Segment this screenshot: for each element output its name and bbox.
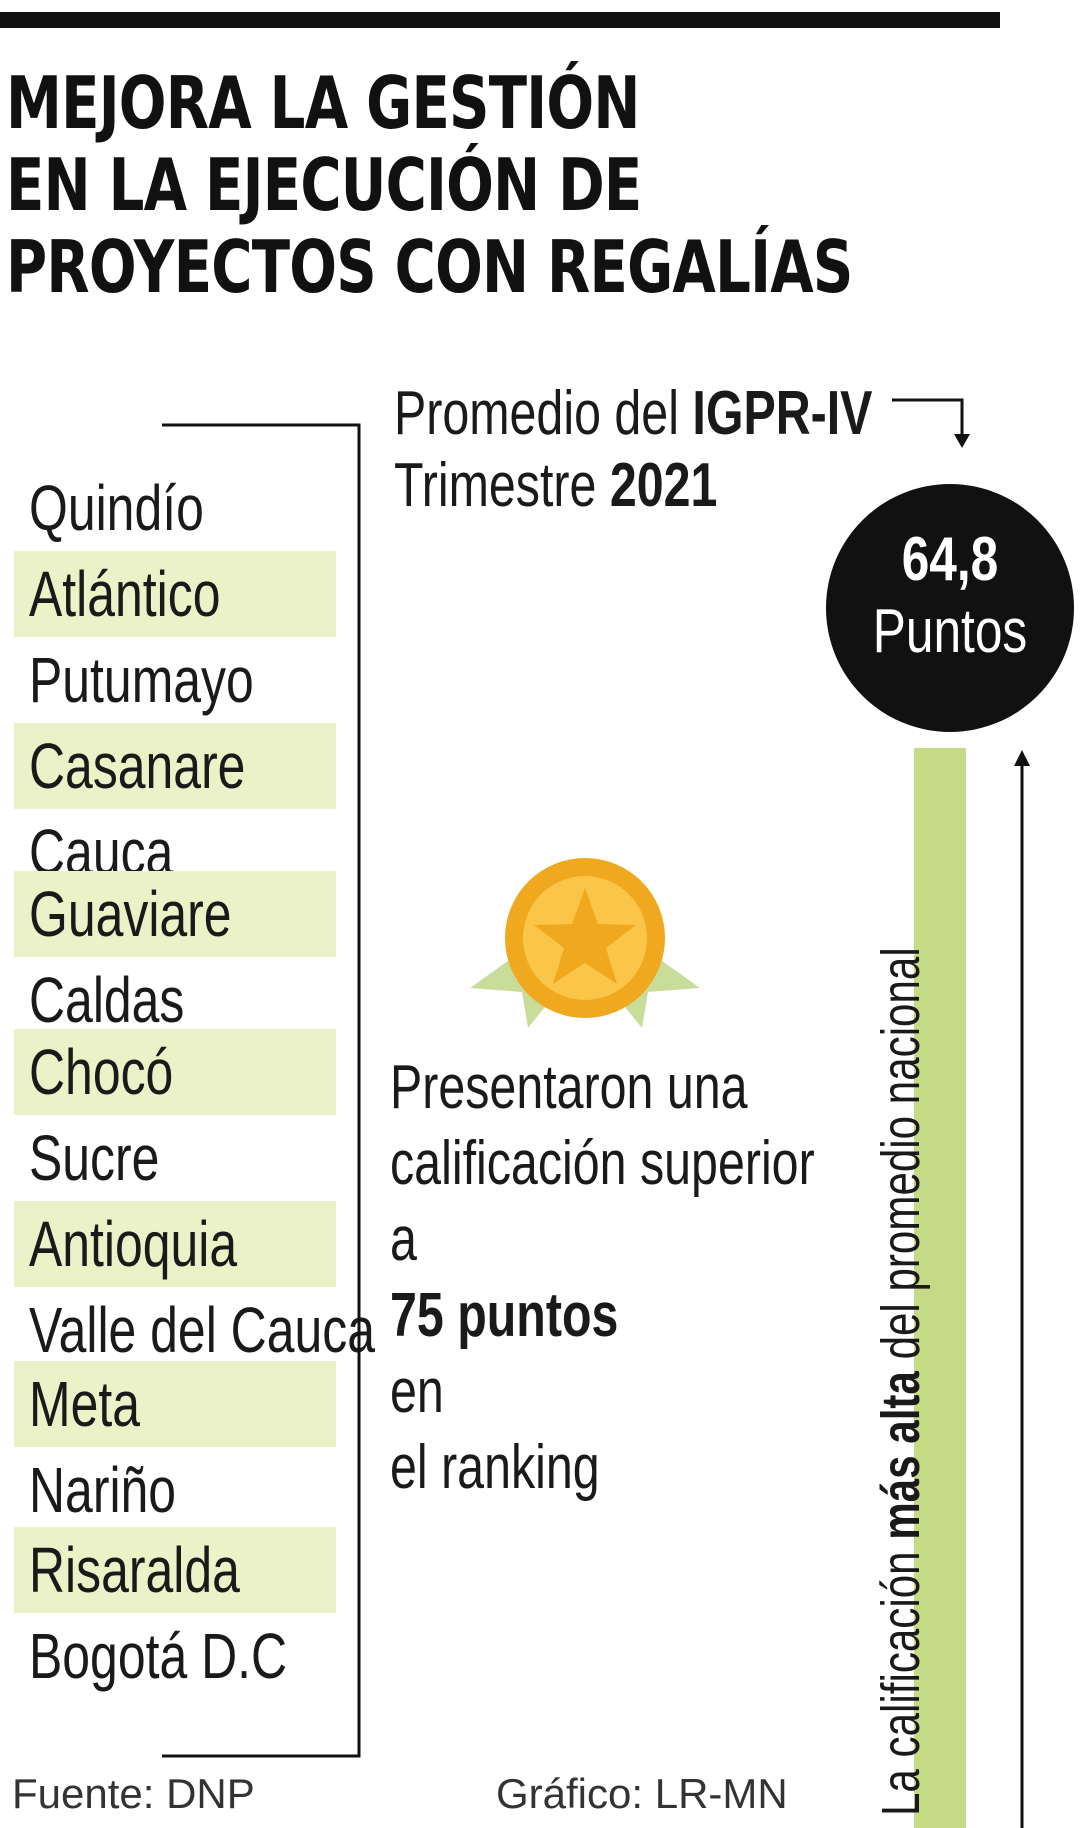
department-name: Chocó [29, 1036, 174, 1108]
list-bracket [162, 423, 361, 1758]
average-label: Promedio del IGPR-IV Trimestre 2021 [394, 378, 1007, 522]
list-item: Meta [14, 1361, 336, 1447]
list-item: Sucre [14, 1115, 336, 1201]
department-name: Guaviare [29, 878, 232, 950]
department-name: Bogotá D.C [29, 1620, 288, 1692]
arrow-down-icon [892, 398, 970, 448]
list-item: Casanare [14, 723, 336, 809]
department-name: Putumayo [29, 644, 254, 716]
list-item: Nariño [14, 1447, 336, 1533]
department-name: Casanare [29, 730, 246, 802]
department-name: Risaralda [29, 1534, 240, 1606]
department-name: Atlántico [29, 558, 221, 630]
note-line: a 75 puntos en [390, 1205, 619, 1426]
average-unit: Puntos [872, 597, 1028, 666]
department-name: Meta [29, 1368, 140, 1440]
list-item: Chocó [14, 1029, 336, 1115]
average-line-2: Trimestre 2021 [394, 451, 718, 520]
department-name: Quindío [29, 472, 204, 544]
graphic-credit: Gráfico: LR-MN [496, 1770, 788, 1817]
average-value-badge: 64,8 Puntos [826, 484, 1074, 732]
note-line: el ranking [390, 1433, 600, 1502]
medal-star-icon [470, 858, 700, 1028]
list-item: Guaviare [14, 871, 336, 957]
list-item: Bogotá D.C [14, 1613, 336, 1699]
average-line-1: Promedio del IGPR-IV [394, 379, 873, 448]
index-name: IGPR-IV [692, 379, 873, 448]
top-rule [0, 12, 1000, 28]
department-name: Valle del Cauca [29, 1294, 375, 1366]
department-name: Sucre [29, 1122, 160, 1194]
highlight-bar [914, 748, 966, 1828]
vertical-caption: La calificación más alta del promedio na… [871, 947, 931, 1816]
department-name: Nariño [29, 1454, 177, 1526]
threshold-value: 75 puntos [390, 1281, 619, 1350]
title-line: PROYECTOS CON REGALÍAS [6, 225, 853, 309]
list-item: Caldas [14, 957, 336, 1043]
department-name: Caldas [29, 964, 185, 1036]
note-line: Presentaron una [390, 1053, 748, 1122]
average-value: 64,8 [901, 525, 999, 594]
title-line: MEJORA LA GESTIÓN [6, 61, 640, 145]
list-item: Valle del Cauca [14, 1287, 375, 1373]
source-credit: Fuente: DNP [12, 1770, 255, 1817]
list-item: Risaralda [14, 1527, 336, 1613]
list-item: Atlántico [14, 551, 336, 637]
year: 2021 [609, 451, 718, 520]
title-line: EN LA EJECUCIÓN DE [6, 143, 642, 227]
list-item: Quindío [14, 465, 336, 551]
page-title: MEJORA LA GESTIÓN EN LA EJECUCIÓN DE PRO… [6, 62, 1006, 308]
highlight-note: Presentaron una calificación superior a … [390, 1050, 934, 1506]
list-item: Putumayo [14, 637, 336, 723]
vertical-caption-emphasis: más alta [871, 1371, 931, 1540]
list-item: Antioquia [14, 1201, 336, 1287]
department-name: Antioquia [29, 1208, 238, 1280]
note-line: calificación superior [390, 1129, 815, 1198]
arrow-up-icon [1014, 750, 1030, 1828]
